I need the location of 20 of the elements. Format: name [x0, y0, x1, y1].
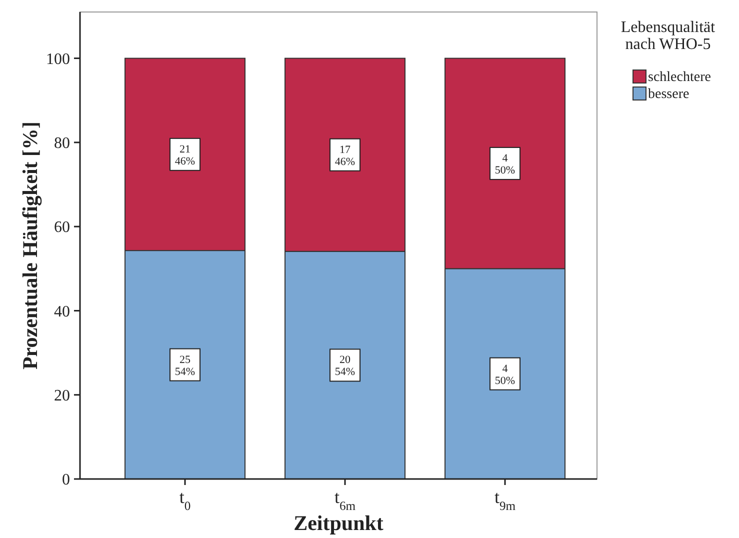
- data-label: 25 54%: [174, 354, 196, 378]
- y-tick-label: 80: [54, 135, 70, 152]
- y-tick-label: 100: [46, 50, 70, 68]
- data-label: 21 46%: [174, 143, 196, 168]
- y-axis-title: Prozentuale Häufigkeit [%]: [18, 121, 42, 370]
- legend-title: Lebensqualität nach WHO-5: [620, 19, 716, 53]
- legend-label: schlechtere: [648, 70, 711, 85]
- y-tick-label: 0: [62, 472, 70, 489]
- x-tick-label: t$_{0}$: [179, 487, 191, 513]
- x-axis-title: Zeitpunkt: [294, 511, 384, 535]
- data-label: 17 46%: [334, 144, 356, 168]
- y-tick-label: 60: [54, 219, 70, 236]
- x-tick-label: t$_{9m}$: [494, 487, 516, 513]
- legend-label: bessere: [648, 87, 690, 102]
- y-tick-label: 20: [54, 387, 70, 404]
- data-label: 4 50%: [494, 152, 516, 176]
- x-tick-label: t$_{6m}$: [334, 487, 356, 513]
- y-tick-label: 40: [54, 303, 70, 320]
- data-label: 4 50%: [494, 362, 516, 387]
- data-label: 20 54%: [334, 354, 356, 378]
